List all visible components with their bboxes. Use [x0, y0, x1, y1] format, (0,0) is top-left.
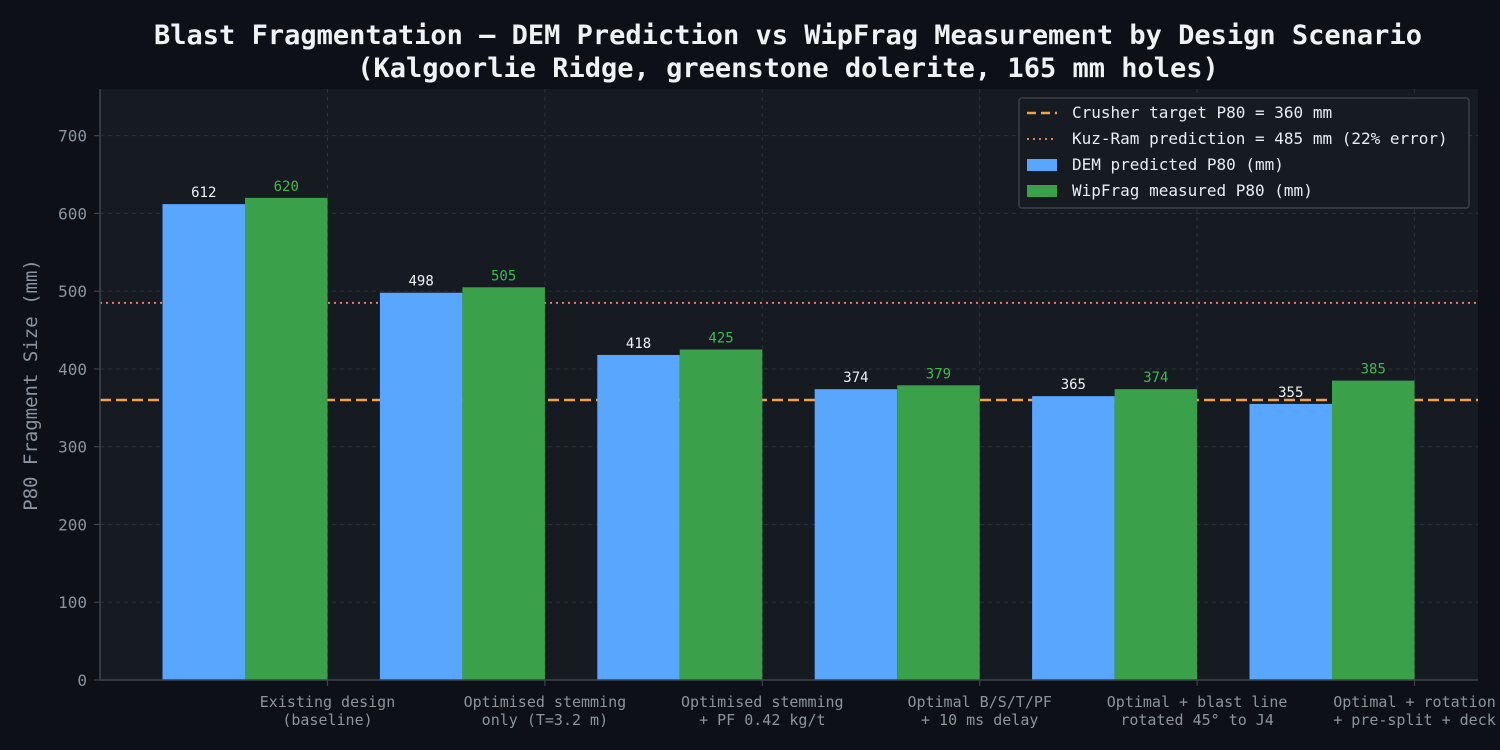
legend: Crusher target P80 = 360 mm Kuz-Ram predi…	[1018, 97, 1470, 209]
x-tick-label: + pre-split + deck	[1333, 711, 1496, 729]
data-label: 365	[1061, 377, 1086, 393]
bar-wipfrag-measured	[462, 287, 545, 680]
y-tick-label: 0	[77, 671, 87, 690]
y-tick-label: 700	[58, 127, 87, 146]
bar-wipfrag-measured	[897, 385, 980, 680]
chart-title-line1: Blast Fragmentation — DEM Prediction vs …	[154, 20, 1422, 51]
data-label: 498	[409, 274, 434, 290]
x-tick-label: Existing design	[260, 693, 395, 711]
axes: 0 100 200 300 400 500 600 700 Existing design(ba…	[58, 89, 1496, 729]
x-tick-label: rotated 45° to J4	[1120, 711, 1274, 729]
bar-wipfrag-measured	[1332, 380, 1415, 680]
data-label: 374	[1143, 370, 1168, 386]
reference-lines	[100, 301, 1478, 402]
x-tick-label: Optimised stemming	[681, 693, 844, 711]
data-label: 374	[843, 370, 868, 386]
bar-dem-predicted	[379, 292, 463, 680]
x-tick-label: only (T=3.2 m)	[482, 711, 608, 729]
legend-entry-label: Kuz-Ram prediction = 485 mm (22% error)	[1072, 129, 1448, 148]
data-label: 612	[191, 185, 216, 201]
legend-entry-label: WipFrag measured P80 (mm)	[1072, 181, 1313, 200]
data-label: 505	[491, 268, 516, 284]
y-tick-label: 200	[58, 515, 87, 534]
x-tick-label: Optimised stemming	[464, 693, 627, 711]
bar-wipfrag-measured	[245, 197, 328, 681]
bar-wipfrag-measured	[1114, 389, 1198, 680]
data-label: 425	[708, 331, 733, 347]
y-tick-label: 400	[58, 360, 87, 379]
legend-wipfrag-swatch	[1027, 185, 1057, 197]
y-axis-label: P80 Fragment Size (mm)	[20, 259, 42, 511]
data-label: 355	[1278, 385, 1303, 401]
x-tick-label: Optimal + blast line	[1107, 693, 1288, 711]
data-label: 418	[626, 336, 651, 352]
bar-dem-predicted	[597, 354, 680, 680]
legend-box	[1018, 97, 1470, 209]
y-tick-label: 300	[58, 438, 87, 457]
x-tick-label: Optimal B/S/T/PF	[907, 693, 1052, 711]
data-label: 385	[1361, 362, 1386, 378]
bar-dem-predicted	[162, 204, 245, 680]
x-tick-label: (baseline)	[282, 711, 372, 729]
y-tick-label: 600	[58, 204, 87, 223]
data-label: 379	[926, 366, 951, 382]
legend-entry-label: Crusher target P80 = 360 mm	[1072, 103, 1332, 122]
x-tick-label: + 10 ms delay	[921, 711, 1038, 729]
y-tick-label: 500	[58, 282, 87, 301]
x-tick-label: + PF 0.42 kg/t	[699, 711, 825, 729]
chart-title-line2: (Kalgoorlie Ridge, greenstone dolerite, …	[357, 53, 1219, 84]
data-labels: 612 498 418 374 365 355 620 505 425 379 374 385	[191, 179, 1386, 401]
bar-wipfrag-measured	[679, 349, 763, 680]
x-tick-label: Optimal + rotation	[1333, 693, 1496, 711]
legend-dem-swatch	[1027, 159, 1057, 171]
bars	[162, 197, 1415, 681]
legend-entry-label: DEM predicted P80 (mm)	[1072, 155, 1284, 174]
data-label: 620	[274, 179, 299, 195]
bar-dem-predicted	[1032, 396, 1115, 680]
y-tick-label: 100	[58, 593, 87, 612]
bar-dem-predicted	[814, 389, 898, 680]
bar-dem-predicted	[1249, 403, 1332, 680]
